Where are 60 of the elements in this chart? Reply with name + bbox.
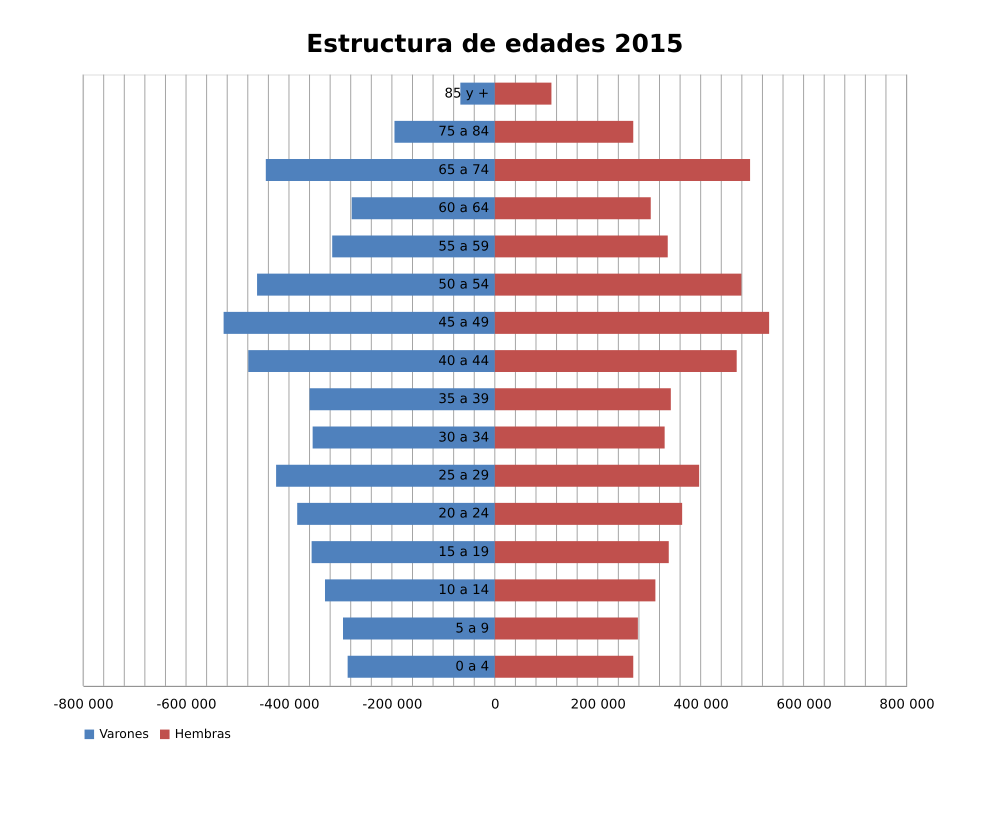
- y-tick-label: 10 a 14: [438, 583, 490, 598]
- y-tick-label: 15 a 19: [438, 544, 490, 560]
- bar: [494, 464, 700, 487]
- bar: [494, 350, 737, 372]
- bar: [394, 120, 495, 143]
- bar: [352, 197, 495, 220]
- bar: [297, 502, 495, 525]
- bar: [257, 274, 495, 296]
- y-tick-label: 45 a 49: [438, 316, 490, 331]
- x-tick-label: 600 000: [776, 697, 832, 712]
- bar: [276, 464, 495, 487]
- bar: [494, 541, 669, 564]
- bar: [494, 502, 682, 525]
- bar: [460, 82, 495, 105]
- bar: [494, 274, 742, 296]
- x-tick-label: -800 000: [54, 697, 114, 712]
- x-tick-label: 400 000: [674, 697, 729, 712]
- y-tick-label: 5 a 9: [455, 621, 490, 636]
- y-tick-label: 55 a 59: [438, 239, 490, 254]
- y-tick-label: 35 a 39: [438, 392, 490, 408]
- y-tick-label: 85 y +: [444, 86, 490, 102]
- bar: [494, 656, 634, 678]
- bar: [494, 426, 665, 448]
- y-tick-label: 50 a 54: [438, 277, 490, 292]
- bar: [224, 312, 495, 334]
- bar: [324, 579, 495, 602]
- bar: [312, 426, 495, 448]
- bar: [494, 312, 770, 334]
- y-tick-label: 25 a 29: [438, 468, 490, 484]
- bar: [494, 120, 634, 143]
- bar: [310, 388, 495, 410]
- x-tick-label: -400 000: [259, 697, 320, 712]
- x-tick-label: 800 000: [879, 697, 935, 712]
- y-tick-label: 40 a 44: [438, 354, 490, 369]
- bar: [494, 235, 668, 258]
- legend-label: Hembras: [174, 726, 231, 742]
- legend-label: Varones: [99, 726, 149, 742]
- bar: [494, 618, 638, 640]
- y-tick-label: 30 a 34: [438, 430, 490, 446]
- y-tick-label: 75 a 84: [438, 124, 490, 140]
- y-tick-label: 65 a 74: [438, 162, 490, 178]
- bar: [494, 159, 750, 182]
- x-tick-label: 0: [491, 697, 500, 712]
- x-tick-label: -200 000: [362, 697, 422, 712]
- bar: [248, 350, 495, 372]
- x-tick-label: -600 000: [156, 697, 217, 712]
- bar: [494, 197, 651, 220]
- y-tick-label: 0 a 4: [455, 660, 490, 675]
- bar: [266, 159, 495, 182]
- x-tick-label: 200 000: [570, 697, 626, 712]
- bar: [332, 235, 495, 258]
- bar: [343, 618, 495, 640]
- bar: [348, 656, 495, 678]
- y-tick-label: 20 a 24: [438, 506, 490, 522]
- bar: [494, 388, 671, 410]
- chart-title: Estructura de edades 2015: [306, 29, 684, 58]
- bar: [494, 82, 552, 105]
- y-tick-label: 60 a 64: [438, 201, 490, 216]
- bar: [494, 579, 656, 602]
- bar: [312, 541, 495, 564]
